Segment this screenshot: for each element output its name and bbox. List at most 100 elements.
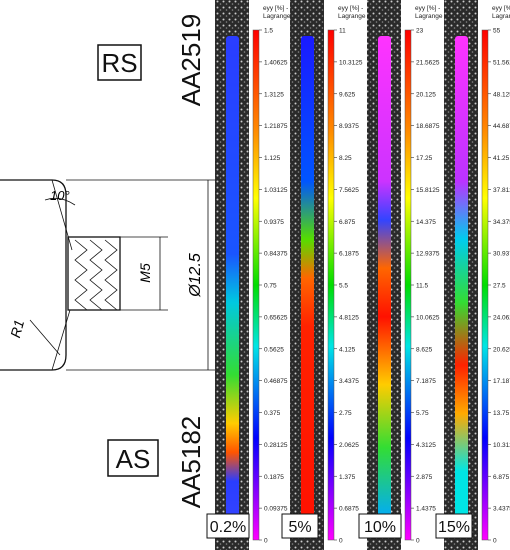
- panels: eyy [%] -Lagrange1.51.406251.31251.21875…: [206, 0, 510, 550]
- colorbar-tick-label: 20.625: [493, 346, 510, 353]
- colorbar-tick-label: 8.625: [416, 346, 433, 353]
- colorbar: [252, 29, 260, 541]
- colorbar-tick-label: 37.8125: [493, 187, 510, 194]
- colorbar-tick-label: 0: [416, 538, 420, 545]
- colorbar-tick-label: 9.625: [339, 91, 356, 98]
- colorbar-header: eyy [%] -: [415, 5, 440, 12]
- strain-box: [358, 513, 402, 539]
- colorbar-tick-label: 5.75: [416, 410, 429, 417]
- colorbar-tick-label: 0.6875: [339, 506, 359, 513]
- colorbar-tick-label: 0.9375: [264, 219, 284, 226]
- strain-label: 15%: [438, 519, 470, 536]
- strain-strip: [226, 36, 239, 520]
- colorbar-header: eyy [%] -: [338, 5, 363, 12]
- strain-box: [435, 513, 473, 539]
- colorbar: [481, 29, 489, 541]
- colorbar-tick-label: 0.84375: [264, 251, 288, 258]
- radius-label: R1: [7, 318, 27, 339]
- strain-strip: [455, 36, 468, 520]
- colorbar-tick-label: 10.3125: [339, 59, 363, 66]
- strain-box: [206, 513, 250, 539]
- colorbar-tick-label: 0.1875: [264, 474, 284, 481]
- colorbar-tick-label: 23: [416, 28, 424, 35]
- colorbar-tick-label: 21.5625: [416, 59, 440, 66]
- colorbar-tick-label: 0.46875: [264, 378, 288, 385]
- colorbar-tick-label: 34.375: [493, 219, 510, 226]
- colorbar-tick-label: 10.3125: [493, 442, 510, 449]
- colorbar-tick-label: 14.375: [416, 219, 436, 226]
- colorbar-tick-label: 1.4375: [416, 506, 436, 513]
- colorbar-tick-label: 3.4375: [339, 378, 359, 385]
- strain-box: [281, 513, 319, 539]
- colorbar-tick-label: 7.1875: [416, 378, 436, 385]
- colorbar-tick-label: 1.21875: [264, 123, 288, 130]
- colorbar-tick-label: 15.8125: [416, 187, 440, 194]
- colorbar-tick-label: 11.5: [416, 283, 429, 290]
- colorbar-tick-label: 10.0625: [416, 314, 440, 321]
- colorbar-tick-label: 8.9375: [339, 123, 359, 130]
- colorbar-tick-label: 5.5: [339, 283, 348, 290]
- bottom-alloy: AA5182: [176, 416, 206, 509]
- colorbar-tick-label: 0.09375: [264, 506, 288, 513]
- as-box: [107, 439, 159, 477]
- colorbar-tick-label: 8.25: [339, 155, 352, 162]
- colorbar-tick-label: 55: [493, 28, 501, 35]
- strain-strip: [301, 36, 314, 520]
- colorbar-tick-label: 18.6875: [416, 123, 440, 130]
- colorbar-header: Lagrange: [263, 13, 291, 20]
- sketch: 10° M5 Ø12.5 R1: [0, 179, 215, 371]
- colorbar-header: Lagrange: [338, 13, 366, 20]
- colorbar-tick-label: 6.1875: [339, 251, 359, 258]
- colorbar-tick-label: 4.8125: [339, 314, 359, 321]
- colorbar-tick-label: 11: [339, 28, 346, 35]
- colorbar-tick-label: 27.5: [493, 283, 506, 290]
- colorbar-tick-label: 2.875: [416, 474, 433, 481]
- colorbar-tick-label: 1.03125: [264, 187, 288, 194]
- colorbar-tick-label: 12.9375: [416, 251, 440, 258]
- angle-label: 10°: [50, 188, 70, 203]
- colorbar-tick-label: 2.0625: [339, 442, 359, 449]
- colorbar-tick-label: 1.3125: [264, 91, 284, 98]
- colorbar-tick-label: 24.0625: [493, 314, 510, 321]
- colorbar-tick-label: 13.75: [493, 410, 510, 417]
- colorbar-header: Lagrange: [415, 13, 443, 20]
- colorbar-tick-label: 20.125: [416, 91, 436, 98]
- colorbar-tick-label: 1.375: [339, 474, 356, 481]
- colorbar-tick-label: 0: [493, 538, 497, 545]
- colorbar: [404, 29, 412, 541]
- colorbar-tick-label: 17.1875: [493, 378, 510, 385]
- strain-label: 0.2%: [210, 519, 246, 536]
- strain-strip: [378, 36, 391, 520]
- colorbar-tick-label: 4.3125: [416, 442, 436, 449]
- colorbar-header: eyy [%] -: [263, 5, 288, 12]
- colorbar-tick-label: 0.28125: [264, 442, 288, 449]
- rs-box: [97, 44, 142, 81]
- diameter-label: Ø12.5: [187, 253, 204, 298]
- colorbar-tick-label: 48.125: [493, 91, 510, 98]
- colorbar-tick-label: 0.5625: [264, 346, 284, 353]
- colorbar-tick-label: 1.40625: [264, 59, 288, 66]
- colorbar-tick-label: 4.125: [339, 346, 356, 353]
- colorbar: [327, 29, 335, 541]
- colorbar-tick-label: 1.5: [264, 28, 273, 35]
- colorbar-tick-label: 41.25: [493, 155, 510, 162]
- colorbar-tick-label: 2.75: [339, 410, 352, 417]
- strain-label: 10%: [364, 519, 396, 536]
- colorbar-header: eyy [%] -: [492, 5, 510, 12]
- top-alloy: AA2519: [176, 14, 206, 107]
- colorbar-tick-label: 0.375: [264, 410, 281, 417]
- as-label: AS: [116, 444, 151, 474]
- colorbar-tick-label: 3.4375: [493, 506, 510, 513]
- colorbar-tick-label: 6.875: [339, 219, 356, 226]
- colorbar-tick-label: 1.125: [264, 155, 281, 162]
- strain-label: 5%: [288, 519, 311, 536]
- thread-label: M5: [137, 263, 153, 283]
- rs-label: RS: [101, 48, 137, 78]
- colorbar-tick-label: 44.6875: [493, 123, 510, 130]
- colorbar-tick-label: 7.5625: [339, 187, 359, 194]
- colorbar-tick-label: 6.875: [493, 474, 510, 481]
- colorbar-header: Lagrange: [492, 13, 510, 20]
- colorbar-tick-label: 17.25: [416, 155, 433, 162]
- colorbar-tick-label: 0.75: [264, 283, 277, 290]
